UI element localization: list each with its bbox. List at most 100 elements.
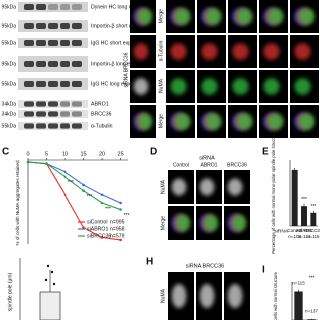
blot-band [24, 101, 34, 107]
blot-band [24, 4, 34, 10]
significance: *** [309, 275, 315, 281]
cell-signal [199, 284, 215, 308]
x-prefix: siRNA [274, 228, 288, 234]
blot-band [48, 123, 58, 129]
legend-n: n=579 [110, 233, 125, 239]
panel-letter: D [150, 147, 157, 158]
n-label: n=115 [307, 234, 320, 239]
cell-signal [174, 113, 191, 130]
bar [294, 291, 303, 320]
bar [310, 212, 317, 226]
micrograph-row-label: NuMA [158, 78, 164, 93]
blot-band [60, 23, 70, 29]
row-label: NuMA [160, 179, 166, 194]
blot-band [36, 123, 46, 129]
x-tick-label: 25 [118, 151, 124, 157]
n-label: n=114 [298, 234, 311, 239]
blot-strip [18, 2, 88, 12]
bar [301, 206, 307, 226]
row-label: NuMA [160, 288, 166, 303]
data-point [119, 238, 122, 242]
data-point [26, 160, 30, 164]
data-point [82, 226, 85, 229]
blot-band [60, 40, 70, 46]
series-line [27, 161, 121, 204]
cell-signal [267, 8, 284, 25]
significance: *** [310, 204, 316, 210]
outlier [44, 278, 48, 282]
significance: *** [68, 180, 74, 186]
cell-signal [174, 8, 191, 25]
axis-label: Percentage of cells with normal mono-pol… [271, 132, 276, 254]
kda-marker: 95kDa [2, 61, 17, 67]
micrograph-row-label: Merge [158, 114, 164, 128]
kda-marker: 95kDa [2, 4, 17, 10]
blot-band [48, 81, 58, 87]
data-point [63, 193, 67, 197]
blot-label: BRCC36 [91, 111, 112, 117]
micrograph-row-label: α-Tubulin [158, 40, 164, 61]
row-label: Merge [160, 216, 166, 230]
n-label: n=115 [292, 281, 305, 286]
blot-band [72, 81, 82, 87]
data-point [63, 175, 67, 179]
cell-signal [205, 8, 222, 25]
data-point [45, 162, 48, 165]
data-point [100, 236, 104, 239]
blot-band [24, 123, 34, 129]
column-label: ABRO1 [201, 162, 218, 168]
kda-marker: 34kDa [2, 111, 17, 117]
blot-band [36, 40, 46, 46]
x-tick-label: 15 [80, 151, 86, 157]
kda-marker: 55kDa [2, 123, 17, 129]
blot-band [24, 61, 34, 67]
blot-label: α-Tubulin [91, 123, 113, 129]
micrograph-row-label: Merge [158, 9, 164, 23]
blot-band [48, 111, 58, 117]
cell-signal [137, 8, 153, 25]
column-label: BRCC36 [227, 162, 247, 168]
cell-signal [227, 178, 243, 196]
micrograph-group-label: siRNA BRCC36 [123, 52, 129, 87]
legend-n: n=995 [110, 219, 125, 225]
blot-band [60, 4, 70, 10]
blot-band [48, 101, 58, 107]
blot-label: Importin-β short exposure [91, 23, 150, 29]
blot-band [48, 23, 58, 29]
axis-label: % of cells with NuMA aggregates retained [15, 160, 20, 245]
outlier [46, 264, 50, 268]
box [39, 291, 61, 320]
blot-band [72, 61, 82, 67]
blot-band [24, 81, 34, 87]
x-tick-label: 20 [99, 151, 105, 157]
blot-band [36, 101, 46, 107]
cell-signal [175, 214, 191, 232]
cell-signal [267, 113, 284, 130]
kda-marker: 34kDa [2, 101, 17, 107]
blot-band [60, 101, 70, 107]
x-tick-label: 5 [45, 151, 48, 157]
blot-band [36, 23, 46, 29]
blot-label: ABRO1 [91, 101, 109, 107]
series-line [27, 161, 121, 211]
panel-letter: I [262, 265, 265, 276]
blot-band [72, 123, 82, 129]
data-point [63, 170, 67, 174]
blot-band [72, 4, 82, 10]
kda-marker: 95kDa [2, 23, 17, 29]
significance: *** [124, 213, 130, 219]
blot-band [36, 111, 46, 117]
cell-signal [201, 43, 218, 60]
legend-label: siBRCC36 [87, 233, 111, 239]
kda-marker: 55kDa [2, 40, 17, 46]
cell-signal [227, 284, 243, 308]
cell-signal [137, 113, 153, 130]
axis-label: % of cells with normal structure [273, 271, 278, 320]
cell-signal [294, 43, 311, 60]
cell-signal [298, 8, 315, 25]
data-point [82, 183, 85, 187]
blot-band [60, 123, 70, 129]
kda-marker: 55kDa [2, 81, 17, 87]
blot-label: Importin-β long exposure [91, 61, 149, 67]
